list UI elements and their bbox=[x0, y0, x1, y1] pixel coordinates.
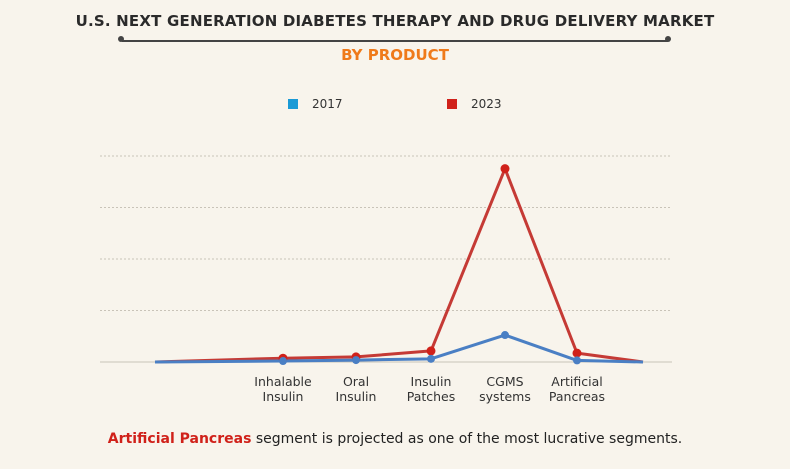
series-line-2017 bbox=[154, 333, 644, 364]
data-point-2023 bbox=[572, 348, 582, 358]
divider-right-dot bbox=[665, 36, 671, 42]
chart-title: U.S. NEXT GENERATION DIABETES THERAPY AN… bbox=[75, 12, 715, 30]
data-point-2017 bbox=[501, 331, 509, 340]
data-point-2023 bbox=[426, 346, 436, 356]
legend-label-2023: 2023 bbox=[471, 97, 502, 111]
legend-item-2017: 2017 bbox=[288, 97, 343, 111]
legend-item-2023: 2023 bbox=[447, 97, 502, 111]
legend-swatch-2023 bbox=[447, 99, 457, 109]
x-tick-label: Artificial Pancreas bbox=[548, 374, 606, 404]
legend-swatch-2017 bbox=[288, 99, 298, 109]
data-point-2017 bbox=[573, 356, 581, 365]
data-point-2023 bbox=[500, 164, 510, 174]
legend-label-2017: 2017 bbox=[312, 97, 343, 111]
divider-left-dot bbox=[118, 36, 124, 42]
title-divider bbox=[122, 40, 668, 42]
data-point-2017 bbox=[352, 356, 360, 365]
data-point-2017 bbox=[279, 357, 287, 366]
caption-highlight: Artificial Pancreas bbox=[107, 431, 252, 447]
series-line-2023 bbox=[154, 167, 644, 364]
x-tick-label: Insulin Patches bbox=[406, 374, 456, 404]
x-tick-label: Oral Insulin bbox=[335, 374, 377, 404]
caption-text: segment is projected as one of the most … bbox=[251, 431, 683, 447]
footer-caption: Artificial Pancreas segment is projected… bbox=[0, 431, 790, 447]
x-tick-label: CGMS systems bbox=[479, 374, 531, 404]
data-point-2017 bbox=[427, 354, 435, 363]
x-tick-label: Inhalable Insulin bbox=[254, 374, 312, 404]
chart-subtitle: BY PRODUCT bbox=[341, 46, 449, 64]
